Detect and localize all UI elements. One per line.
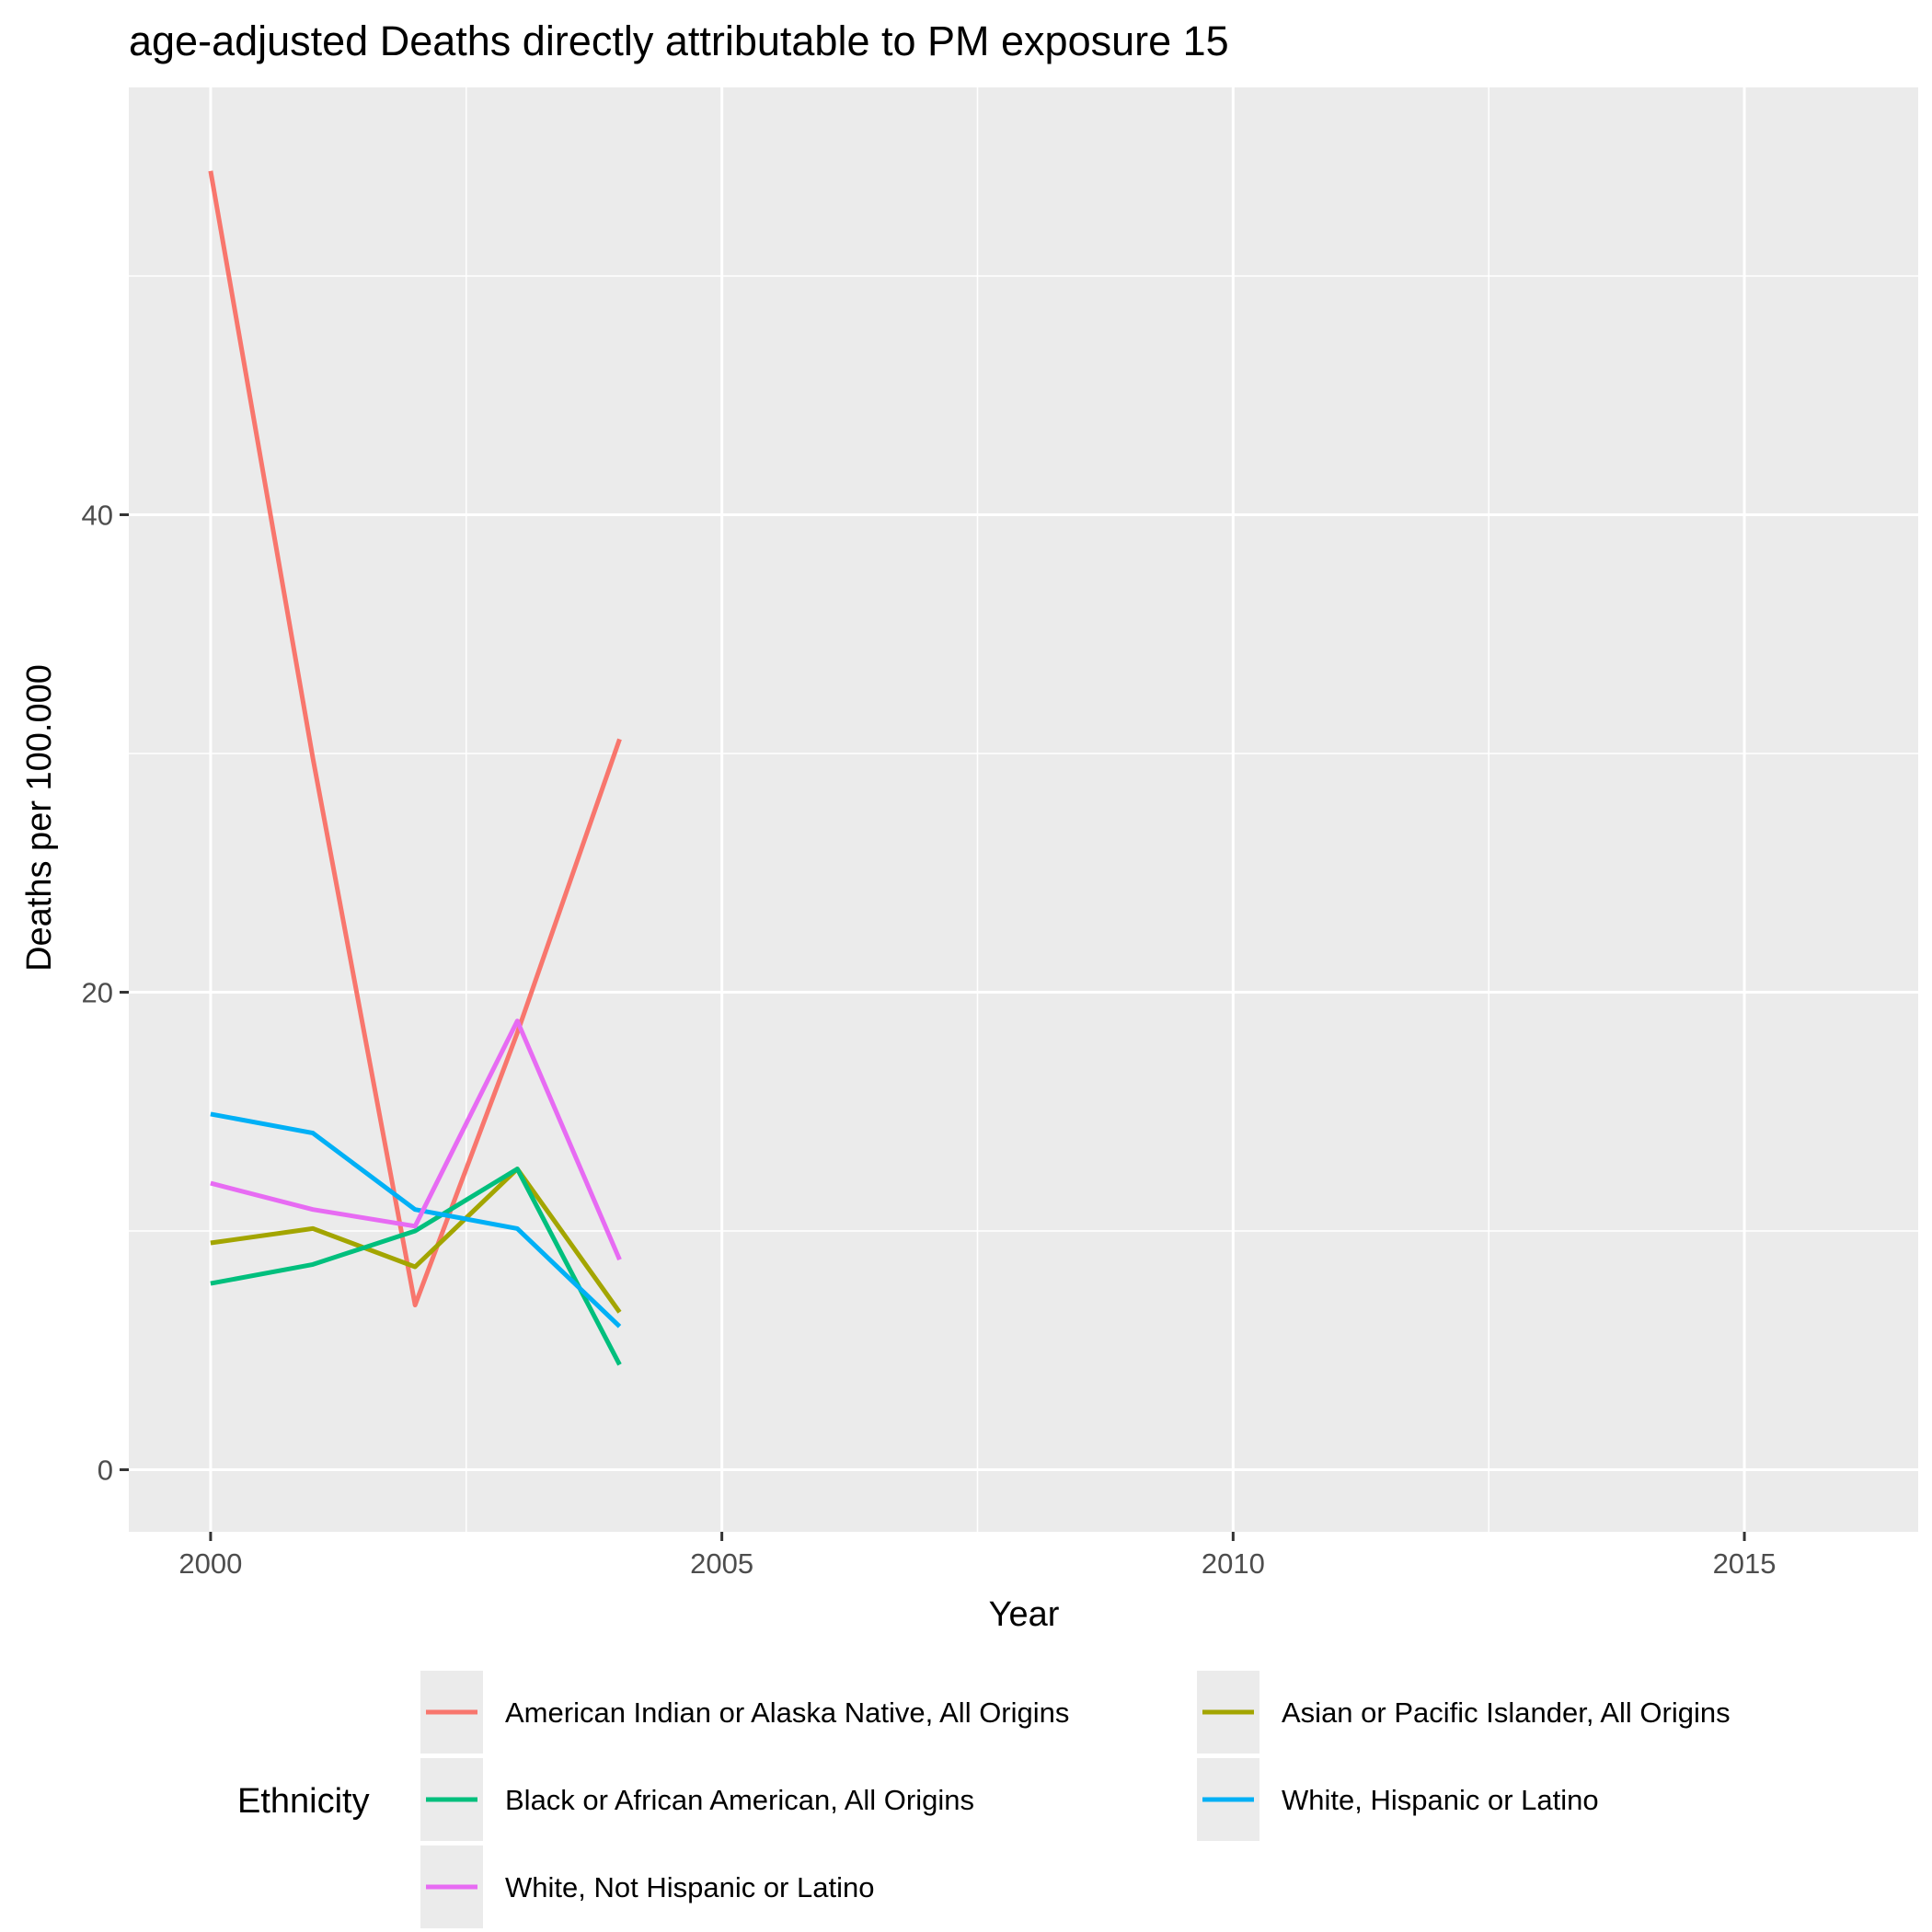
major-gridlines [129,87,1918,1532]
legend-label-5: White, Not Hispanic or Latino [505,1871,874,1903]
y-tick-label: 40 [82,500,113,532]
x-tick-label: 2015 [1713,1547,1777,1580]
chart-title: age-adjusted Deaths directly attributabl… [129,17,1229,64]
legend-label-4: White, Hispanic or Latino [1282,1784,1599,1816]
plot-panel [129,87,1918,1532]
series-line-2 [210,1167,622,1314]
x-tick-label: 2010 [1202,1547,1265,1580]
y-axis-label: Deaths per 100.000 [20,664,59,972]
x-tick-label: 2005 [690,1547,753,1580]
data-series [208,170,622,1366]
series-line-5 [210,1018,622,1261]
y-tick-label: 20 [82,977,113,1009]
legend-label-2: Asian or Pacific Islander, All Origins [1282,1696,1731,1729]
x-tick-label: 2000 [178,1547,242,1580]
legend-label-1: American Indian or Alaska Native, All Or… [505,1696,1069,1729]
legend-title: Ethnicity [237,1782,370,1821]
minor-gridlines [129,87,1918,1532]
legend-label-3: Black or African American, All Origins [505,1784,974,1816]
legend: Ethnicity American Indian or Alaska Nati… [237,1669,1731,1930]
x-axis: 2000 2005 2010 2015 [178,1532,1777,1580]
y-tick-label: 0 [98,1455,113,1487]
y-axis: 0 20 40 [82,500,129,1487]
x-axis-label: Year [989,1595,1060,1634]
series-line-1 [208,170,622,1307]
series-line-3 [210,1167,622,1366]
series-line-4 [210,1111,622,1328]
